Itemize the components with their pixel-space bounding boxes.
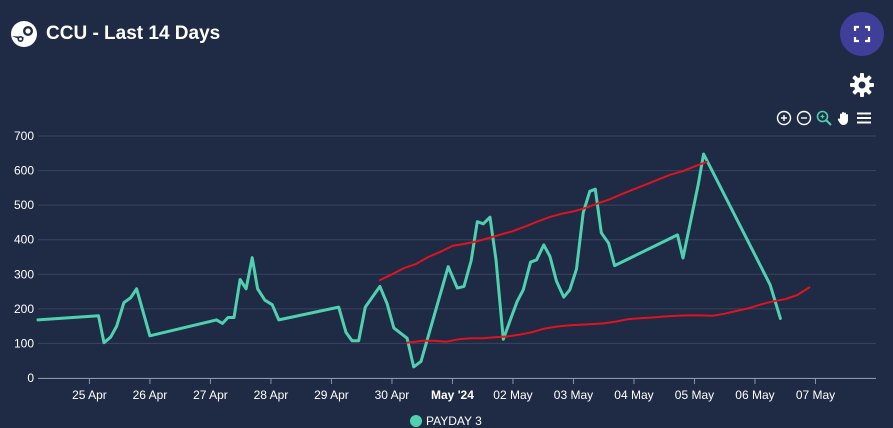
fullscreen-icon [853, 25, 871, 43]
x-tick-label: 04 May [614, 388, 653, 402]
x-tick-label: 29 Apr [314, 388, 349, 402]
chart-legend[interactable]: PAYDAY 3 [410, 414, 482, 428]
y-axis-labels: 0 100 200 300 400 500 600 700 [14, 129, 34, 385]
legend-label: PAYDAY 3 [426, 414, 482, 428]
x-tick-label: 06 May [735, 388, 774, 402]
chart-title: CCU - Last 14 Days [46, 23, 221, 44]
zoom-select-icon[interactable] [816, 110, 832, 126]
legend-marker [410, 415, 422, 427]
x-tick-label: 25 Apr [72, 388, 107, 402]
trend-line [378, 160, 708, 282]
gear-icon[interactable] [849, 72, 875, 98]
y-tick-label: 500 [14, 198, 34, 212]
fullscreen-button[interactable] [840, 12, 884, 56]
y-tick-label: 300 [14, 267, 34, 281]
x-tick-label: 30 Apr [375, 388, 410, 402]
y-tick-label: 400 [14, 233, 34, 247]
y-tick-label: 0 [27, 371, 34, 385]
y-tick-label: 100 [14, 336, 34, 350]
x-tick-label: 27 Apr [193, 388, 228, 402]
trend-line [406, 286, 811, 344]
y-tick-label: 200 [14, 302, 34, 316]
series-line-ccu [36, 152, 782, 369]
chart-header: CCU - Last 14 Days [10, 20, 220, 48]
x-tick-label: 05 May [675, 388, 714, 402]
x-tick-label: 26 Apr [133, 388, 168, 402]
x-tick-label: 07 May [796, 388, 835, 402]
chart-toolbar [776, 110, 872, 126]
pan-hand-icon[interactable] [836, 110, 852, 126]
y-tick-label: 700 [14, 129, 34, 143]
x-axis-labels: 25 Apr 26 Apr 27 Apr 28 Apr 29 Apr 30 Apr May … [72, 378, 835, 402]
zoom-in-icon[interactable] [776, 110, 792, 126]
zoom-out-icon[interactable] [796, 110, 812, 126]
x-tick-label: 28 Apr [254, 388, 289, 402]
x-tick-label: 02 May [493, 388, 532, 402]
menu-icon[interactable] [856, 110, 872, 126]
x-tick-label: 03 May [554, 388, 593, 402]
x-tick-label: May '24 [431, 388, 474, 402]
steam-icon [11, 21, 37, 47]
y-tick-label: 600 [14, 164, 34, 178]
chart-series [36, 152, 811, 369]
chart-grid [38, 135, 876, 379]
